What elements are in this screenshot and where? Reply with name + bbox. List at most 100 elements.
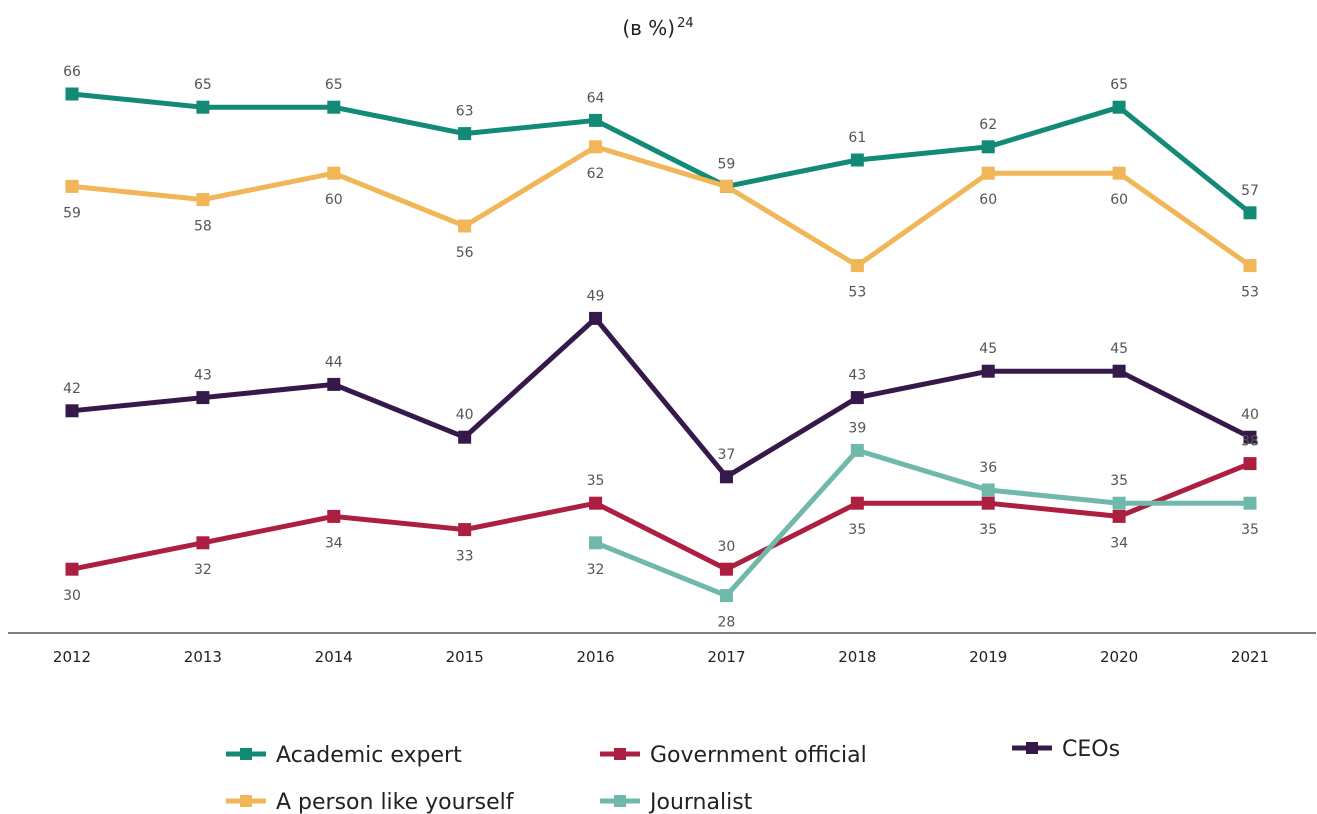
data-point: [65, 87, 79, 101]
data-point: [1243, 206, 1257, 220]
data-point: [719, 589, 733, 603]
data-point: [327, 100, 341, 114]
x-tick-label: 2017: [707, 648, 745, 666]
data-point: [1243, 259, 1257, 273]
x-tick-label: 2021: [1231, 648, 1269, 666]
data-label: 44: [325, 354, 343, 370]
data-point: [981, 166, 995, 180]
data-point: [589, 140, 603, 154]
data-label: 33: [456, 549, 474, 565]
series-government-official: 30 32 34 33 35 30 35 35 34 38: [63, 434, 1259, 605]
x-tick-label: 2012: [53, 648, 91, 666]
data-point: [196, 536, 210, 550]
data-point: [1243, 496, 1257, 510]
data-label: 45: [979, 341, 997, 357]
data-label: 42: [63, 381, 81, 397]
data-point: [589, 311, 603, 325]
x-tick-label: 2015: [446, 648, 484, 666]
data-point: [1112, 496, 1126, 510]
series-line: [71, 144, 1252, 269]
data-point: [589, 113, 603, 127]
legend-label: A person like yourself: [276, 790, 515, 814]
chart-title-superscript: 24: [677, 16, 694, 31]
legend-label: Journalist: [648, 790, 753, 814]
data-label: 34: [325, 535, 343, 551]
x-tick-label: 2016: [576, 648, 614, 666]
data-label: 32: [194, 562, 212, 578]
data-point: [327, 377, 341, 391]
data-label: 58: [194, 219, 212, 235]
data-label: 61: [848, 130, 866, 146]
data-label: 59: [63, 205, 81, 221]
data-point: [850, 153, 864, 167]
data-label: 59: [718, 156, 736, 172]
data-point: [1243, 457, 1257, 471]
data-label: 64: [587, 90, 605, 106]
data-label: 45: [1110, 341, 1128, 357]
data-label: 30: [63, 588, 81, 604]
data-label: 53: [1241, 285, 1259, 301]
data-label: 62: [587, 166, 605, 182]
data-label: 35: [848, 522, 866, 538]
legend-item-ceos: CEOs: [1012, 737, 1120, 762]
data-point: [1112, 166, 1126, 180]
data-point: [65, 404, 79, 418]
x-tick-label: 2019: [969, 648, 1007, 666]
series-line: [71, 461, 1251, 572]
data-label: 53: [848, 285, 866, 301]
legend-label: Government official: [650, 743, 867, 768]
data-label: 35: [587, 473, 605, 489]
data-label: 38: [1241, 434, 1259, 450]
legend-swatch-marker: [240, 795, 252, 807]
data-point: [981, 140, 995, 154]
data-label: 35: [979, 522, 997, 538]
data-label: 65: [194, 77, 212, 93]
data-label: 57: [1241, 183, 1259, 199]
data-label: 35: [1110, 473, 1128, 489]
data-point: [1112, 509, 1126, 523]
x-tick-label: 2013: [184, 648, 222, 666]
data-label: 37: [718, 447, 736, 463]
data-point: [65, 562, 79, 576]
legend-item-government-official: Government official: [600, 743, 867, 768]
data-point: [327, 166, 341, 180]
data-point: [589, 496, 603, 510]
legend: Academic expert A person like yourself CEO…: [226, 737, 1120, 814]
legend-swatch-marker: [240, 748, 252, 760]
data-label: 28: [718, 615, 736, 631]
data-point: [196, 193, 210, 207]
data-point: [196, 391, 210, 405]
data-label: 60: [325, 192, 343, 208]
data-label: 63: [456, 104, 474, 120]
data-point: [1112, 100, 1126, 114]
data-label: 60: [1110, 192, 1128, 208]
series-journalist: 32 28 39 36 35 35: [587, 420, 1259, 630]
data-point: [458, 523, 472, 537]
data-label: 40: [1241, 407, 1259, 423]
legend-swatch-marker: [1026, 742, 1038, 754]
data-label: 62: [979, 117, 997, 133]
data-point: [196, 100, 210, 114]
series-ceos: 42 43 44 40 49 37 43 45 45 40: [63, 288, 1259, 484]
data-label: 60: [979, 192, 997, 208]
data-point: [981, 364, 995, 378]
data-point: [850, 496, 864, 510]
series-line: [71, 91, 1252, 215]
data-label: 49: [587, 288, 605, 304]
data-point: [981, 496, 995, 510]
data-point: [850, 259, 864, 273]
legend-swatch-marker: [614, 795, 626, 807]
legend-label: CEOs: [1062, 737, 1120, 762]
data-point: [719, 179, 733, 193]
data-label: 43: [194, 368, 212, 384]
data-point: [458, 127, 472, 141]
legend-swatch-marker: [614, 748, 626, 760]
data-label: 32: [587, 562, 605, 578]
data-point: [65, 179, 79, 193]
data-point: [458, 430, 472, 444]
data-label: 40: [456, 407, 474, 423]
chart-title-text: (в %): [622, 16, 675, 40]
legend-label: Academic expert: [276, 743, 462, 768]
